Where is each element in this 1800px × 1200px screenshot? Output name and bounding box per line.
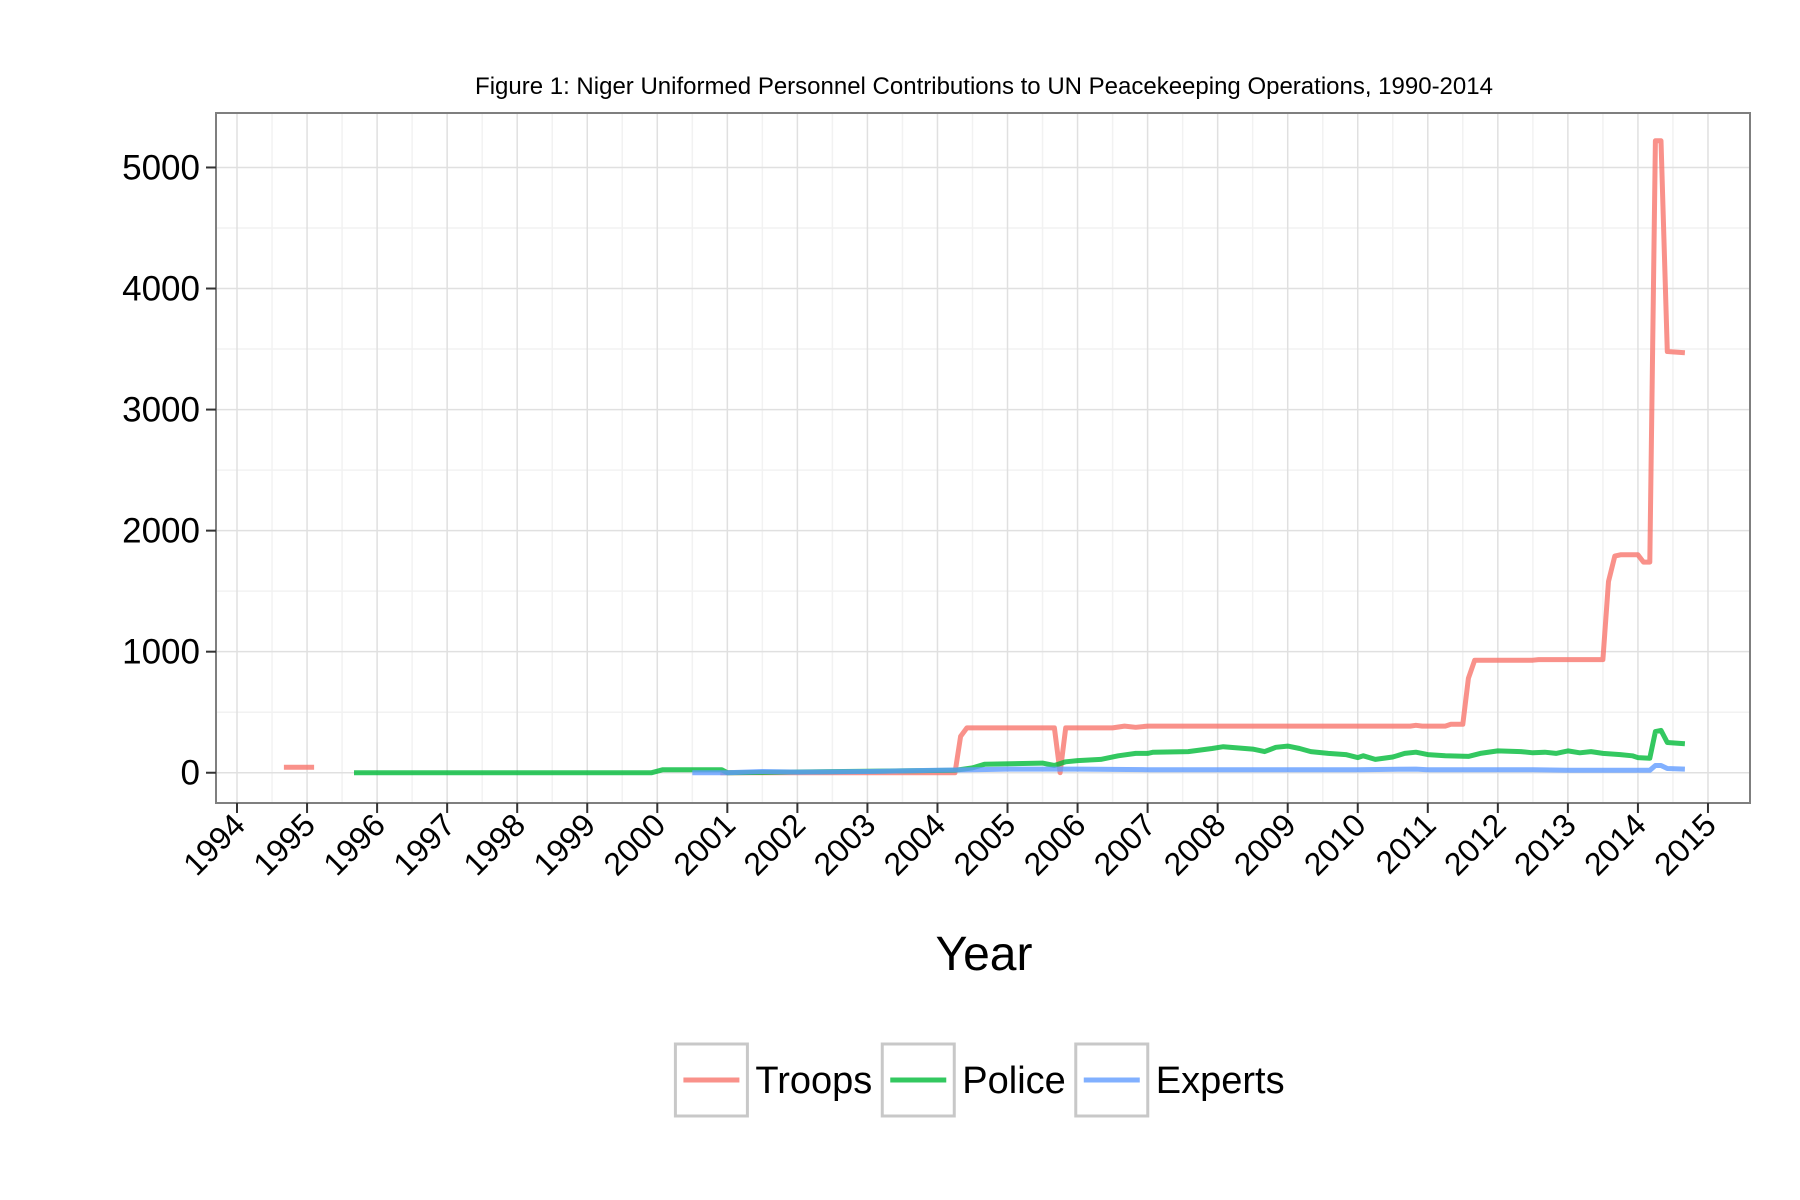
series-line-experts — [692, 763, 1685, 776]
x-tick-label: 2010 — [1297, 806, 1373, 882]
x-tick-label: 2004 — [877, 806, 953, 882]
legend-item-experts: Experts — [1074, 1042, 1285, 1118]
y-tick-label: 3000 — [122, 391, 200, 430]
y-axis: 0 1000 2000 3000 4000 5000 — [122, 148, 216, 793]
x-tick-label: 2000 — [596, 806, 672, 882]
plot-border — [215, 112, 1751, 804]
x-tick-label: 2012 — [1437, 806, 1513, 882]
x-axis-title: Year — [936, 928, 1033, 981]
x-tick-label: 2002 — [737, 806, 813, 882]
y-tick-label: 4000 — [122, 270, 200, 309]
x-axis: 1994199519961997199819992000200120022003… — [176, 803, 1723, 882]
x-tick-label: 1998 — [456, 806, 532, 882]
y-tick-label: 5000 — [122, 148, 200, 187]
x-tick-label: 1999 — [526, 806, 602, 882]
x-tick-label: 2009 — [1227, 806, 1303, 882]
plot-panel — [216, 113, 1750, 803]
x-tick-label: 2001 — [666, 806, 742, 882]
x-tick-label: 2003 — [807, 806, 883, 882]
y-tick-label: 1000 — [122, 633, 200, 672]
x-tick-label: 1997 — [386, 806, 462, 882]
x-tick-label: 2015 — [1647, 806, 1723, 882]
x-tick-label: 2007 — [1087, 806, 1163, 882]
x-tick-label: 1996 — [316, 806, 392, 882]
y-tick-label: 2000 — [122, 512, 200, 551]
x-tick-label: 2005 — [947, 806, 1023, 882]
legend-item-police: Police — [880, 1042, 1066, 1118]
legend-item-troops: Troops — [673, 1042, 872, 1118]
x-tick-label: 2011 — [1369, 806, 1443, 880]
x-tick-label: 1995 — [246, 806, 322, 882]
chart-title: Figure 1: Niger Uniformed Personnel Cont… — [475, 73, 1493, 100]
series-line-police — [354, 727, 1686, 776]
y-tick-label: 0 — [181, 754, 200, 793]
grid-lines — [216, 113, 1750, 803]
x-tick-label: 2008 — [1157, 806, 1233, 882]
x-tick-label: 1994 — [176, 806, 252, 882]
legend-label: Troops — [755, 1060, 872, 1102]
x-tick-label: 2014 — [1577, 806, 1653, 882]
legend-label: Experts — [1156, 1060, 1285, 1102]
series-lines — [283, 138, 1686, 776]
legend: Troops Police Experts — [673, 1042, 1285, 1118]
series-line-troops — [720, 138, 1686, 776]
x-tick-label: 2013 — [1507, 806, 1583, 882]
legend-label: Police — [962, 1060, 1066, 1102]
x-tick-label: 2006 — [1017, 806, 1093, 882]
